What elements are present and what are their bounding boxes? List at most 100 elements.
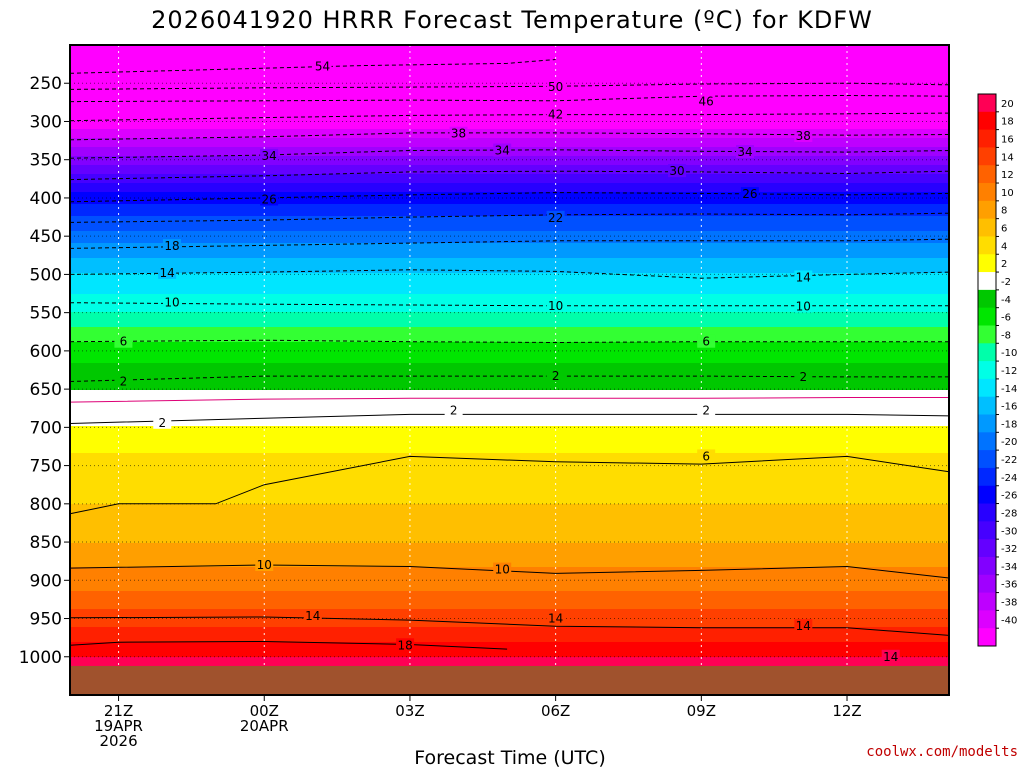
temperature-band [70,312,949,316]
temperature-band [70,375,949,379]
colorbar-label: -16 [1001,402,1017,413]
colorbar-swatch [978,628,996,647]
temperature-band [70,180,949,184]
colorbar-swatch [978,218,996,237]
colorbar-swatch [978,147,996,166]
colorbar-label: -12 [1001,366,1017,377]
temperature-band [70,546,949,550]
temperature-band [70,324,949,328]
temperature-band [70,642,949,646]
temperature-band [70,327,949,331]
credit-text[interactable]: coolwx.com/modelts [866,744,1018,760]
colorbar-swatch [978,165,996,184]
colorbar-swatch [978,556,996,576]
temperature-band [70,525,949,529]
temperature-band [70,135,949,139]
contour-label: 46 [699,95,714,109]
temperature-band [70,627,949,631]
colorbar-label: -34 [1001,562,1017,573]
contour-label: 2 [120,374,128,388]
contour-label-bg [114,334,133,348]
contour-label-bg [162,295,181,309]
colorbar-swatch [978,361,996,380]
colorbar-label: -24 [1001,473,1017,484]
temperature-band [70,531,949,535]
temperature-band [70,534,949,538]
contour-line [69,238,950,249]
colorbar-label: -26 [1001,491,1017,502]
temperature-band [70,633,949,637]
colorbar-swatch [978,325,996,344]
temperature-band [70,507,949,511]
contour-label-bg [158,265,177,279]
contour-label: 2 [450,404,458,418]
temperature-band [70,474,949,478]
temperature-band [70,123,949,127]
temperature-band [70,429,949,433]
contour-label: 34 [261,149,276,163]
temperature-band [70,261,949,265]
colorbar-swatch [978,610,996,629]
contour-line [69,455,950,515]
temperature-band [70,651,949,655]
temperature-band [70,366,949,370]
y-tick-label: 900 [30,571,62,591]
contour-label: 2 [552,369,560,383]
contour-label: 14 [796,270,811,284]
temperature-band [70,435,949,439]
temperature-band [70,432,949,436]
temperature-band [70,648,949,652]
contour-label-bg [794,270,813,284]
temperature-band [70,663,949,667]
temperature-band [70,300,949,304]
temperature-band [70,321,949,325]
colorbar-label: -22 [1001,455,1017,466]
contour-label: 38 [796,129,811,143]
colorbar-label: 6 [1001,224,1007,235]
temperature-band [70,513,949,517]
colorbar-label: -28 [1001,508,1017,519]
temperature-band [70,579,949,583]
contour-line [69,170,950,181]
temperature-band [70,87,949,91]
temperature-band [70,303,949,307]
temperature-band [70,222,949,226]
temperature-band [70,204,949,208]
contour-line [69,94,950,103]
contour-label: 34 [737,145,752,159]
contour-label: 10 [548,299,563,313]
colorbar-swatch [978,272,996,291]
colorbar-swatch [978,254,996,273]
temperature-band [70,243,949,247]
temperature-band [70,72,949,76]
contour-label-bg [153,415,172,429]
temperature-band [70,489,949,493]
temperature-band [70,402,949,406]
temperature-band [70,231,949,235]
temperature-band [70,156,949,160]
temperature-band [70,660,949,664]
temperature-band [70,549,949,553]
contour-label: 34 [495,144,510,158]
temperature-band [70,462,949,466]
colorbar-swatch [978,378,996,398]
temperature-band [70,306,949,310]
temperature-band [70,438,949,442]
temperature-band [70,285,949,289]
temperature-band [70,372,949,376]
colorbar-swatch [978,200,996,220]
temperature-band [70,381,949,385]
temperature-band [70,618,949,622]
contour-label: 18 [397,638,412,652]
temperature-band [70,360,949,364]
temperature-band [70,447,949,451]
temperature-band [70,465,949,469]
temperature-band [70,528,949,532]
colorbar-swatch [978,414,996,433]
y-tick-label: 750 [30,457,62,477]
contour-label-bg [546,369,565,383]
temperature-band [70,60,949,64]
temperature-band [70,45,949,49]
contour-label-bg [546,611,565,625]
